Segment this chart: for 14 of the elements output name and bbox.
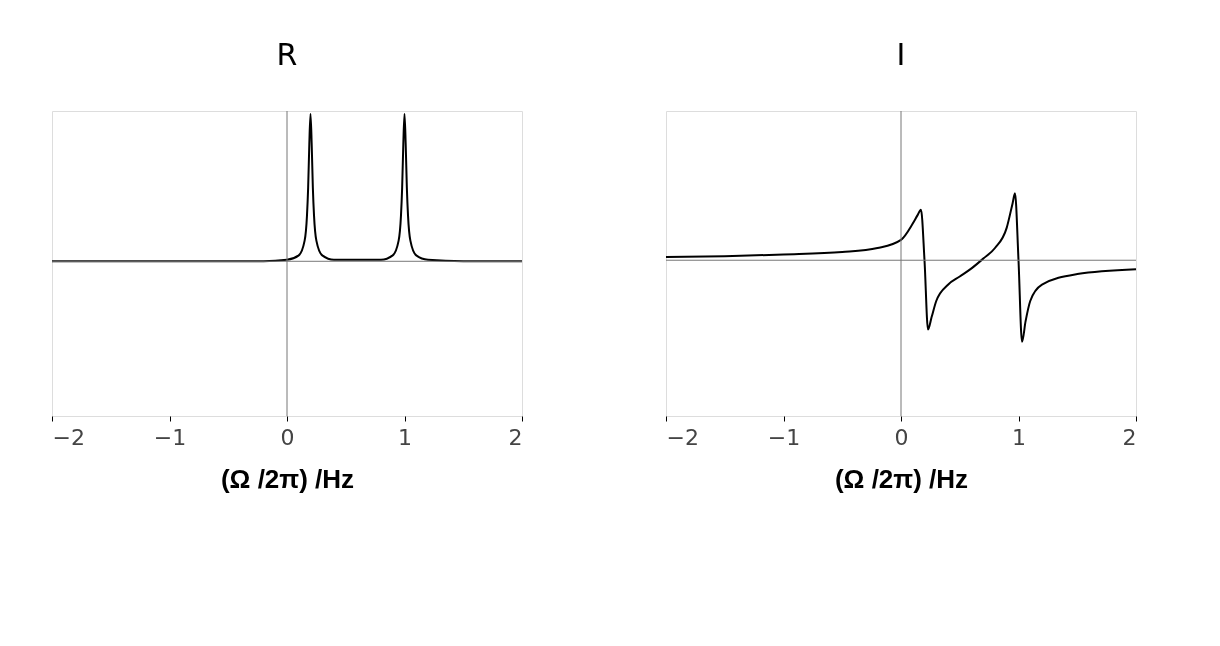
x-tick-label: 0 (894, 424, 909, 450)
chart-title: R (276, 36, 298, 72)
x-tick-label: 2 (508, 424, 523, 450)
x-tick-label: 1 (1012, 424, 1026, 450)
x-axis-title: (Ω /2π) /Hz (834, 463, 969, 494)
x-tick-label: −1 (767, 424, 801, 450)
x-tick-label: −1 (153, 424, 187, 450)
chart-title: I (896, 36, 906, 72)
x-tick-label: 0 (280, 424, 295, 450)
x-axis-title: (Ω /2π) /Hz (220, 463, 355, 494)
x-tick-label: −2 (52, 424, 85, 450)
x-tick-label: 1 (398, 424, 412, 450)
x-tick-label: −2 (666, 424, 699, 450)
x-tick-label: 2 (1122, 424, 1137, 450)
